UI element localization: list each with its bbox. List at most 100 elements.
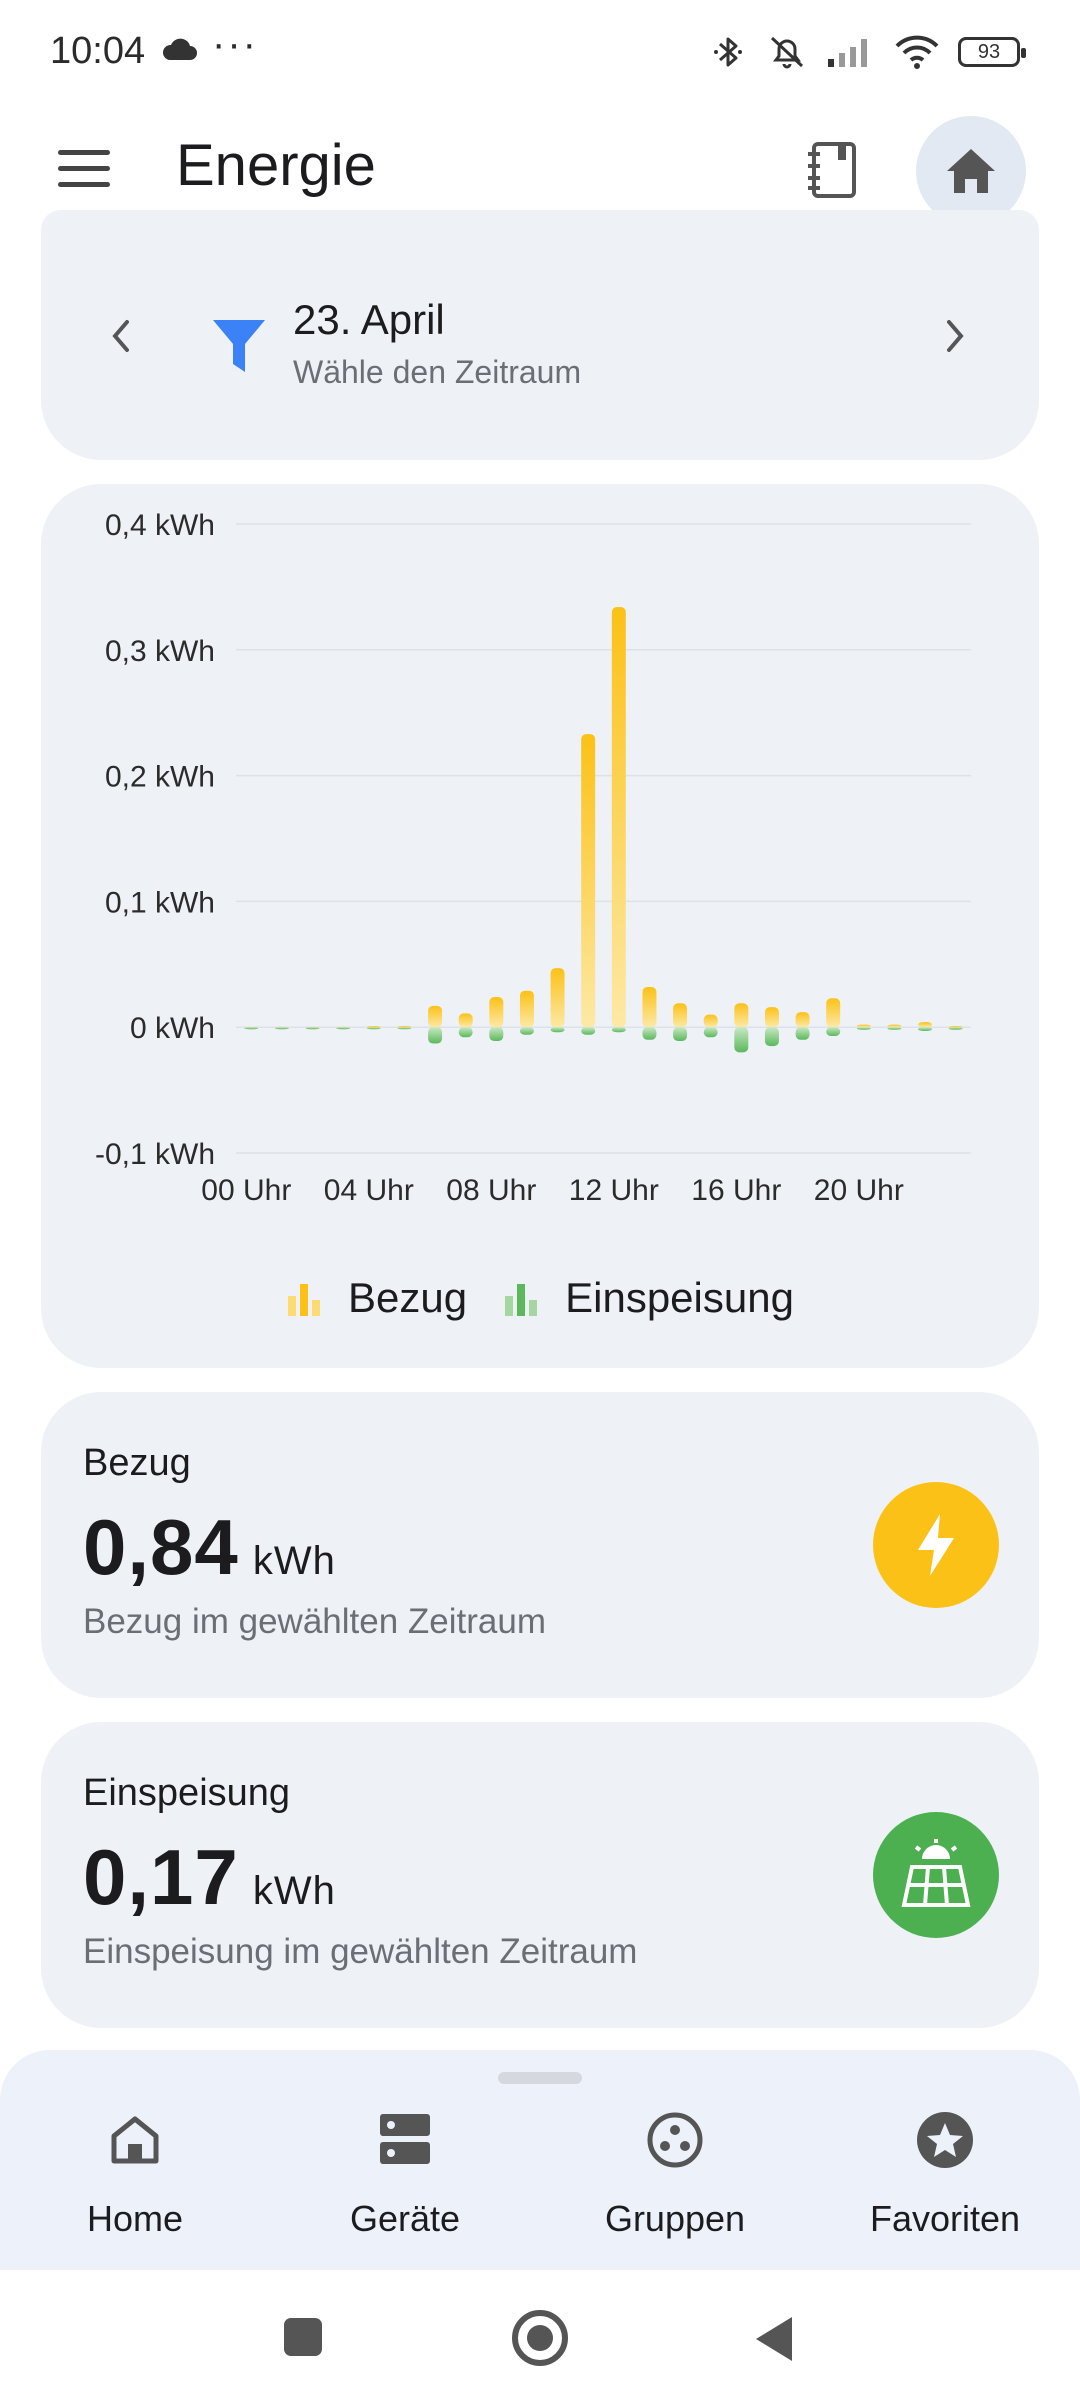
bar-bezug[interactable] xyxy=(642,986,657,1028)
bar-bezug[interactable] xyxy=(734,1003,749,1028)
bar-einspeisung[interactable] xyxy=(366,1027,381,1030)
bar-bezug[interactable] xyxy=(856,1024,871,1028)
app-bar: Energie xyxy=(0,100,1080,240)
bezug-value-line: 0,84 kWh xyxy=(83,1502,336,1593)
legend-bezug[interactable]: Bezug xyxy=(286,1274,467,1322)
energy-chart-card: 0,4 kWh 0,3 kWh 0,2 kWh 0,1 kWh 0 kWh -0,1 kW… xyxy=(41,484,1039,1368)
solar-panel-icon xyxy=(873,1812,999,1938)
bar-bezug[interactable] xyxy=(826,998,841,1028)
nav-item-home[interactable]: Home xyxy=(15,2100,255,2240)
bar-bezug[interactable] xyxy=(764,1007,779,1028)
einspeisung-card[interactable]: Einspeisung 0,17 kWh Einspeisung im gewäh… xyxy=(41,1722,1039,2028)
bar-einspeisung[interactable] xyxy=(918,1027,933,1031)
nav-item-gruppen[interactable]: Gruppen xyxy=(555,2100,795,2240)
bar-chart-icon xyxy=(288,1284,321,1316)
lightning-icon xyxy=(873,1482,999,1608)
bottom-navigation: Home Geräte Gruppen xyxy=(0,2050,1080,2270)
menu-icon[interactable] xyxy=(58,150,110,190)
bar-einspeisung[interactable] xyxy=(856,1027,871,1030)
bar-bezug[interactable] xyxy=(611,607,626,1028)
bezug-card[interactable]: Bezug 0,84 kWh Bezug im gewählten Zeitrau… xyxy=(41,1392,1039,1698)
bar-bezug[interactable] xyxy=(887,1024,902,1028)
page-title: Energie xyxy=(176,133,376,198)
status-bar: 10:04 ··· 93 xyxy=(0,0,1080,100)
cloud-icon xyxy=(162,38,197,60)
bar-einspeisung[interactable] xyxy=(611,1027,626,1033)
filter-icon[interactable] xyxy=(209,314,269,378)
bar-einspeisung[interactable] xyxy=(519,1027,534,1035)
nav-label-favoriten: Favoriten xyxy=(869,2198,1021,2239)
bezug-unit: kWh xyxy=(252,1539,336,1583)
y-tick-label: 0,2 kWh xyxy=(105,761,215,794)
notebook-icon[interactable] xyxy=(800,138,864,202)
mute-icon xyxy=(770,36,804,69)
bezug-label: Bezug xyxy=(83,1442,191,1484)
bezug-description: Bezug im gewählten Zeitraum xyxy=(83,1602,546,1641)
bar-bezug[interactable] xyxy=(550,968,565,1028)
bar-einspeisung[interactable] xyxy=(642,1027,657,1040)
bar-einspeisung[interactable] xyxy=(305,1027,320,1030)
bar-einspeisung[interactable] xyxy=(795,1027,810,1040)
back-triangle-icon[interactable] xyxy=(752,2314,796,2364)
y-tick-label: 0,3 kWh xyxy=(105,635,215,668)
einspeisung-description: Einspeisung im gewählten Zeitraum xyxy=(83,1932,638,1971)
bar-einspeisung[interactable] xyxy=(673,1027,688,1042)
bar-einspeisung[interactable] xyxy=(489,1027,504,1042)
bar-bezug[interactable] xyxy=(581,734,596,1028)
bar-einspeisung[interactable] xyxy=(734,1027,749,1053)
bar-einspeisung[interactable] xyxy=(336,1027,351,1030)
drag-handle[interactable] xyxy=(498,2072,582,2084)
bar-einspeisung[interactable] xyxy=(948,1027,963,1030)
recents-square-icon[interactable] xyxy=(282,2316,324,2358)
bar-bezug[interactable] xyxy=(795,1012,810,1028)
einspeisung-value: 0,17 xyxy=(83,1833,239,1921)
bar-einspeisung[interactable] xyxy=(581,1027,596,1035)
nav-item-favoriten[interactable]: Favoriten xyxy=(825,2100,1065,2240)
x-tick-label: 12 Uhr xyxy=(569,1174,659,1207)
bar-einspeisung[interactable] xyxy=(244,1027,259,1030)
bar-einspeisung[interactable] xyxy=(887,1027,902,1030)
y-tick-label: 0 kWh xyxy=(130,1012,215,1045)
bar-bezug[interactable] xyxy=(428,1005,443,1028)
einspeisung-unit: kWh xyxy=(252,1869,336,1913)
chart-legend: Bezug Einspeisung xyxy=(41,1274,1039,1322)
chevron-left-icon[interactable] xyxy=(105,316,135,356)
devices-icon xyxy=(380,2114,430,2164)
legend-einspeisung-label: Einspeisung xyxy=(565,1274,794,1321)
bar-bezug[interactable] xyxy=(519,990,534,1028)
chevron-right-icon[interactable] xyxy=(941,316,971,356)
einspeisung-value-line: 0,17 kWh xyxy=(83,1832,336,1923)
bezug-value: 0,84 xyxy=(83,1503,239,1591)
bar-bezug[interactable] xyxy=(489,997,504,1028)
legend-einspeisung[interactable]: Einspeisung xyxy=(503,1274,794,1322)
bar-einspeisung[interactable] xyxy=(428,1027,443,1044)
status-icons: 93 xyxy=(708,32,1026,72)
x-tick-label: 00 Uhr xyxy=(201,1174,291,1207)
home-button[interactable] xyxy=(916,116,1026,226)
status-more: ··· xyxy=(212,22,258,66)
bar-einspeisung[interactable] xyxy=(397,1027,412,1030)
energy-bar-chart: 0,4 kWh 0,3 kWh 0,2 kWh 0,1 kWh 0 kWh -0,1 kW… xyxy=(95,509,971,1207)
y-tick-label: 0,1 kWh xyxy=(105,886,215,919)
bar-bezug[interactable] xyxy=(458,1013,473,1028)
nav-item-geraete[interactable]: Geräte xyxy=(285,2100,525,2240)
bar-einspeisung[interactable] xyxy=(550,1027,565,1033)
star-icon xyxy=(917,2112,973,2168)
bar-einspeisung[interactable] xyxy=(764,1027,779,1047)
x-tick-label: 16 Uhr xyxy=(691,1174,781,1207)
x-tick-label: 04 Uhr xyxy=(324,1174,414,1207)
x-tick-label: 08 Uhr xyxy=(446,1174,536,1207)
date-title[interactable]: 23. April xyxy=(293,296,445,343)
wifi-icon xyxy=(895,35,939,69)
bar-einspeisung[interactable] xyxy=(458,1027,473,1038)
bar-chart-icon xyxy=(505,1284,538,1316)
bar-einspeisung[interactable] xyxy=(826,1027,841,1037)
bar-einspeisung[interactable] xyxy=(274,1027,289,1030)
bar-bezug[interactable] xyxy=(673,1003,688,1028)
bar-einspeisung[interactable] xyxy=(703,1027,718,1038)
bar-bezug[interactable] xyxy=(703,1014,718,1028)
legend-bezug-label: Bezug xyxy=(348,1274,468,1321)
home-circle-icon[interactable] xyxy=(510,2308,570,2368)
bar-bezug[interactable] xyxy=(918,1022,933,1028)
date-subtitle[interactable]: Wähle den Zeitraum xyxy=(293,354,582,390)
